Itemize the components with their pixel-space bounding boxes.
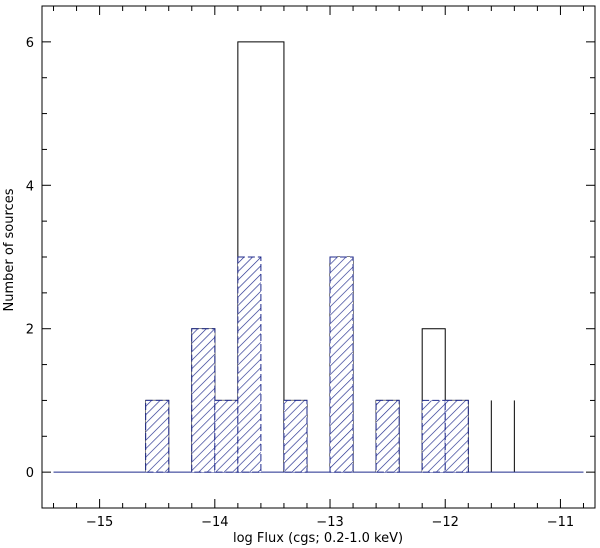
y-tick-label: 6	[26, 36, 34, 51]
hatched-bar	[444, 399, 469, 473]
hatched-bar	[283, 399, 308, 473]
plot-frame	[41, 5, 596, 509]
hatched-bar	[375, 399, 400, 473]
tick-labels: −15 −14 −13 −12 −11 0 2 4 6	[26, 36, 574, 530]
y-tick-label: 0	[26, 466, 34, 481]
x-tick-label: −13	[316, 515, 343, 530]
hatched-histogram	[53, 256, 584, 473]
y-axis-label: Number of sources	[2, 188, 17, 311]
hatched-bar	[237, 256, 262, 473]
hatched-bar	[214, 399, 239, 473]
hatched-bar	[145, 399, 170, 473]
x-tick-label: −15	[86, 515, 113, 530]
y-tick-label: 4	[26, 179, 34, 194]
hatched-bar	[329, 256, 354, 473]
x-tick-label: −12	[432, 515, 459, 530]
hatched-bar	[421, 399, 446, 473]
axis-ticks	[42, 5, 595, 509]
hatched-bar	[191, 328, 216, 473]
x-tick-label: −11	[547, 515, 574, 530]
y-tick-label: 2	[26, 323, 34, 338]
x-axis-label: log Flux (cgs; 0.2-1.0 keV)	[233, 531, 403, 546]
x-tick-label: −14	[201, 515, 228, 530]
